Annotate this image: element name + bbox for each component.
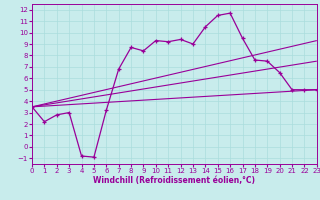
X-axis label: Windchill (Refroidissement éolien,°C): Windchill (Refroidissement éolien,°C)	[93, 176, 255, 185]
